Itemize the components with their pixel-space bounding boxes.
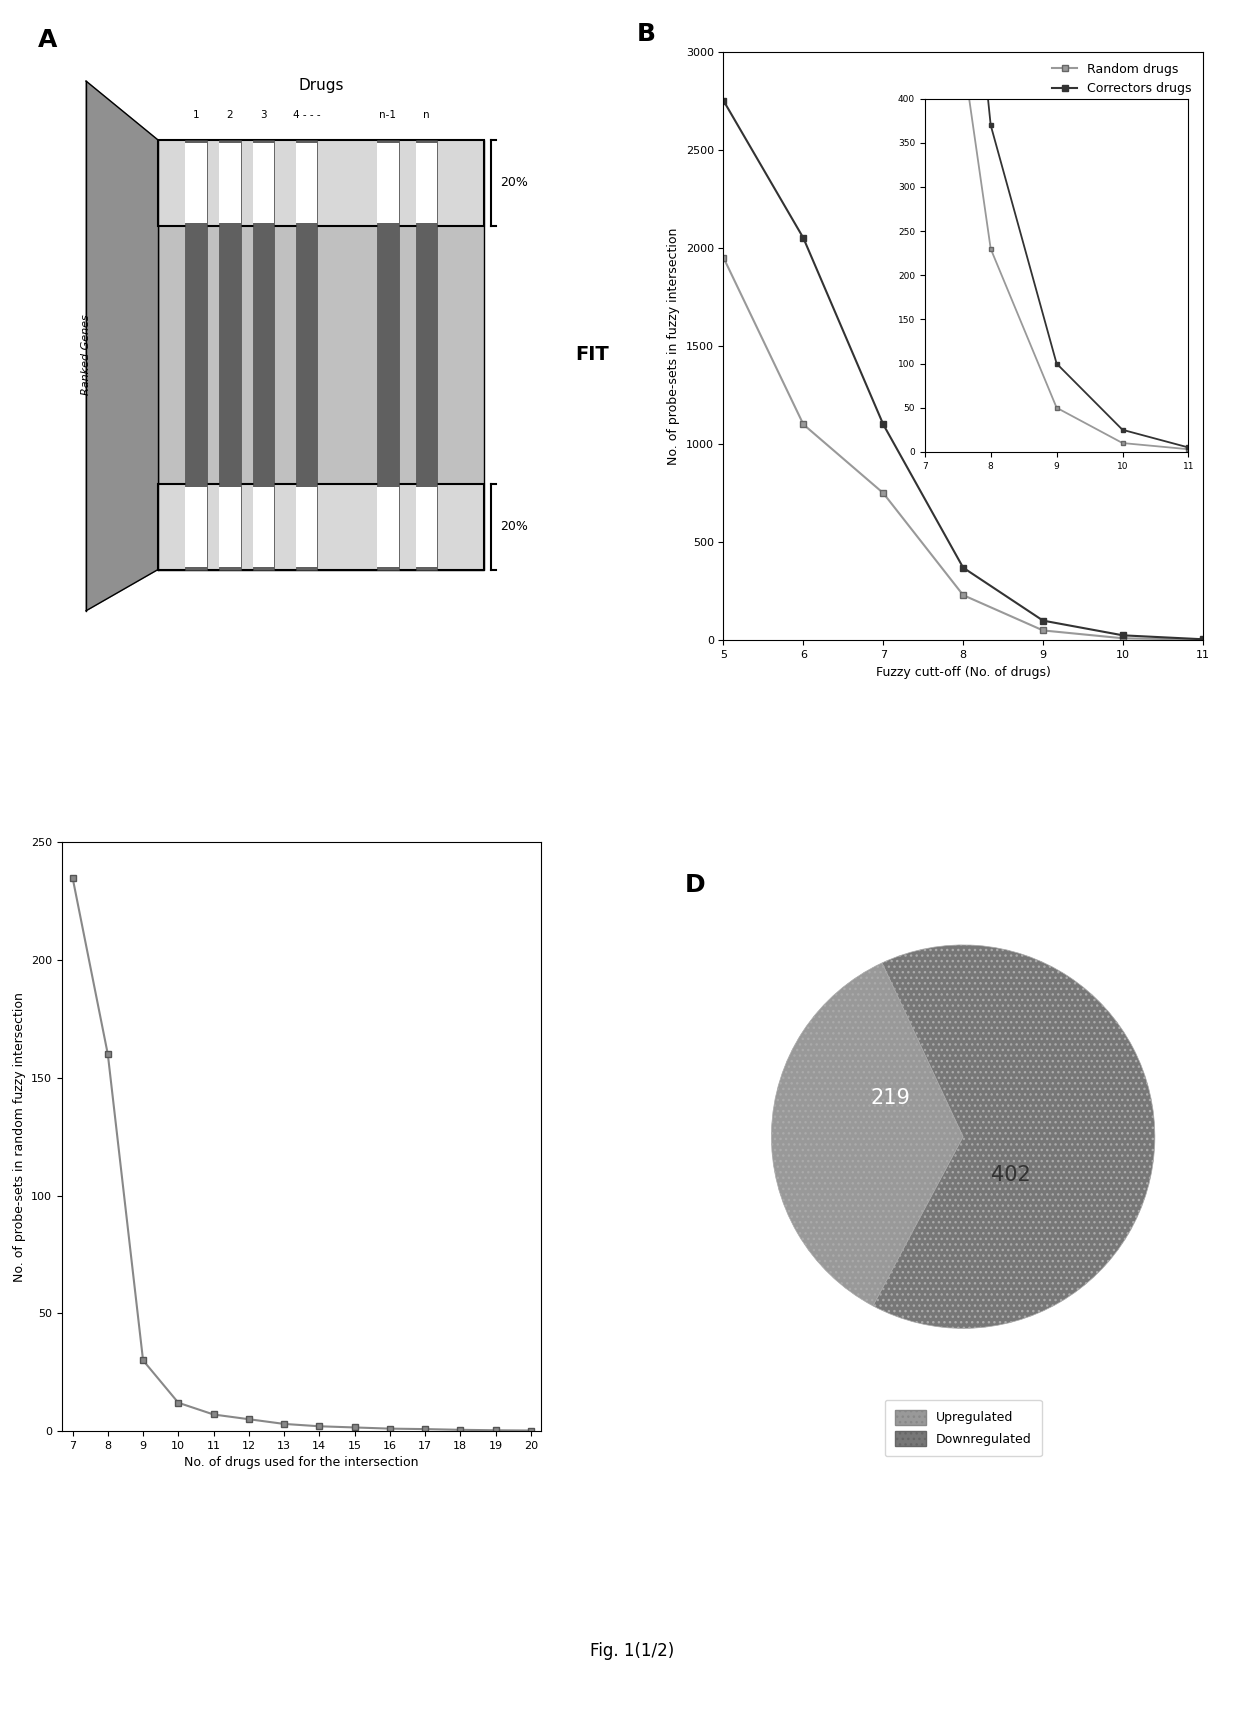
Bar — [295, 139, 317, 569]
Bar — [377, 139, 399, 569]
Bar — [219, 143, 241, 224]
Bar — [253, 139, 274, 569]
Text: 20%: 20% — [501, 519, 528, 533]
Bar — [186, 139, 207, 569]
Bar — [157, 139, 484, 225]
Legend: Random drugs, Correctors drugs: Random drugs, Correctors drugs — [1047, 58, 1197, 100]
Bar — [295, 487, 317, 566]
Text: 2: 2 — [227, 110, 233, 120]
Bar — [186, 143, 207, 224]
Bar — [186, 487, 207, 566]
Text: 402: 402 — [991, 1164, 1030, 1185]
Text: Fig. 1(1/2): Fig. 1(1/2) — [590, 1643, 675, 1660]
Y-axis label: No. of probe-sets in fuzzy intersection: No. of probe-sets in fuzzy intersection — [667, 227, 680, 464]
Text: n: n — [423, 110, 429, 120]
Text: 3: 3 — [260, 110, 267, 120]
Bar — [415, 487, 436, 566]
Legend: Upregulated, Downregulated: Upregulated, Downregulated — [884, 1400, 1042, 1457]
Text: n-1: n-1 — [379, 110, 397, 120]
Bar — [253, 487, 274, 566]
Text: Drugs: Drugs — [298, 77, 343, 93]
Text: FIT: FIT — [575, 346, 609, 365]
Text: 219: 219 — [870, 1089, 910, 1108]
Y-axis label: No. of probe-sets in random fuzzy intersection: No. of probe-sets in random fuzzy inters… — [12, 992, 26, 1281]
Bar — [157, 483, 484, 569]
Bar — [415, 143, 436, 224]
Polygon shape — [86, 81, 157, 611]
X-axis label: No. of drugs used for the intersection: No. of drugs used for the intersection — [185, 1457, 419, 1469]
Text: 20%: 20% — [501, 177, 528, 189]
Text: D: D — [686, 874, 706, 898]
Bar — [295, 143, 317, 224]
Bar — [377, 143, 399, 224]
X-axis label: Fuzzy cutt-off (No. of drugs): Fuzzy cutt-off (No. of drugs) — [875, 666, 1050, 678]
Text: B: B — [637, 22, 656, 46]
Wedge shape — [771, 963, 963, 1305]
Wedge shape — [873, 944, 1154, 1328]
Text: 1: 1 — [193, 110, 200, 120]
Bar — [219, 139, 241, 569]
Text: 4 - - -: 4 - - - — [293, 110, 320, 120]
Bar — [157, 139, 484, 569]
Bar — [415, 139, 436, 569]
Text: A: A — [38, 28, 57, 52]
Bar — [219, 487, 241, 566]
Bar — [377, 487, 399, 566]
Text: Ranked Genes: Ranked Genes — [81, 315, 91, 396]
Bar — [253, 143, 274, 224]
